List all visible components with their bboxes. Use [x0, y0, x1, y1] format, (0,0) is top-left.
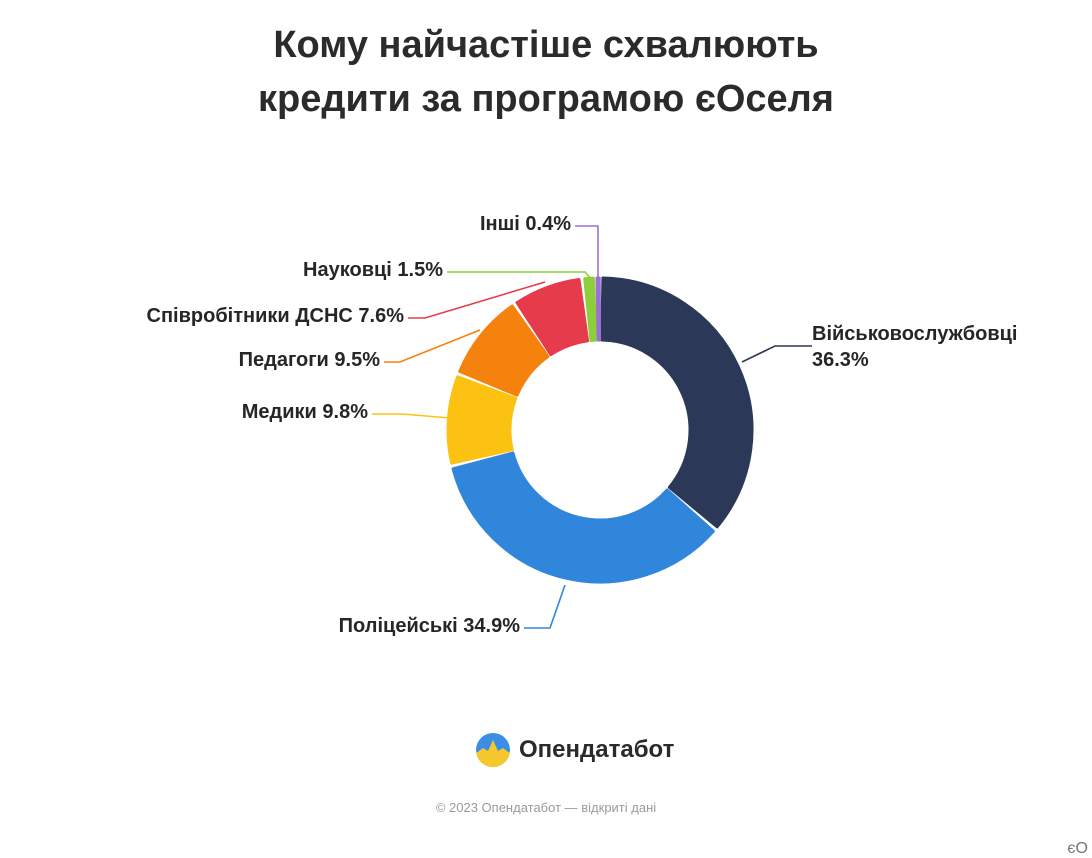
- leader-line-6: [447, 271, 593, 281]
- title-line-1: Кому найчастіше схвалюють: [273, 24, 819, 66]
- slice-label-7: Інші 0.4%: [480, 213, 571, 235]
- donut-slice-2: [451, 451, 715, 584]
- opendatabot-logo-icon: [476, 733, 510, 767]
- slice-label-1: Військовослужбовці 36.3%: [812, 323, 1018, 371]
- slice-label-6: Науковці 1.5%: [303, 259, 443, 281]
- donut-slice-4: [458, 304, 550, 397]
- leader-line-7: [575, 225, 599, 278]
- brand-name: Опендатабот: [519, 736, 675, 763]
- footer-copyright: © 2023 Опендатабот — відкриті дані: [435, 800, 657, 815]
- donut-slice-5: [515, 277, 590, 357]
- donut-slice-3: [446, 375, 518, 465]
- slice-label-5: Співробітники ДСНС 7.6%: [147, 305, 405, 327]
- leader-line-1: [741, 345, 812, 363]
- title-line-2: кредити за програмою єОселя: [258, 78, 834, 120]
- brand-logo: Опендатабот: [475, 728, 674, 772]
- corner-text: єО: [1067, 840, 1088, 857]
- slice-label-4: Педагоги 9.5%: [239, 349, 381, 371]
- leader-line-5: [408, 281, 546, 319]
- donut-slice-6: [583, 276, 598, 342]
- chart-title: Кому найчастіше схвалюють кредити за про…: [0, 18, 1092, 126]
- leader-line-2: [524, 584, 566, 629]
- donut-slice-1: [600, 276, 754, 529]
- donut-slice-7: [595, 276, 602, 342]
- slice-label-3: Медики 9.8%: [242, 401, 368, 423]
- slice-label-2: Поліцейські 34.9%: [339, 615, 521, 637]
- leader-line-4: [384, 329, 481, 363]
- leader-line-3: [372, 413, 451, 419]
